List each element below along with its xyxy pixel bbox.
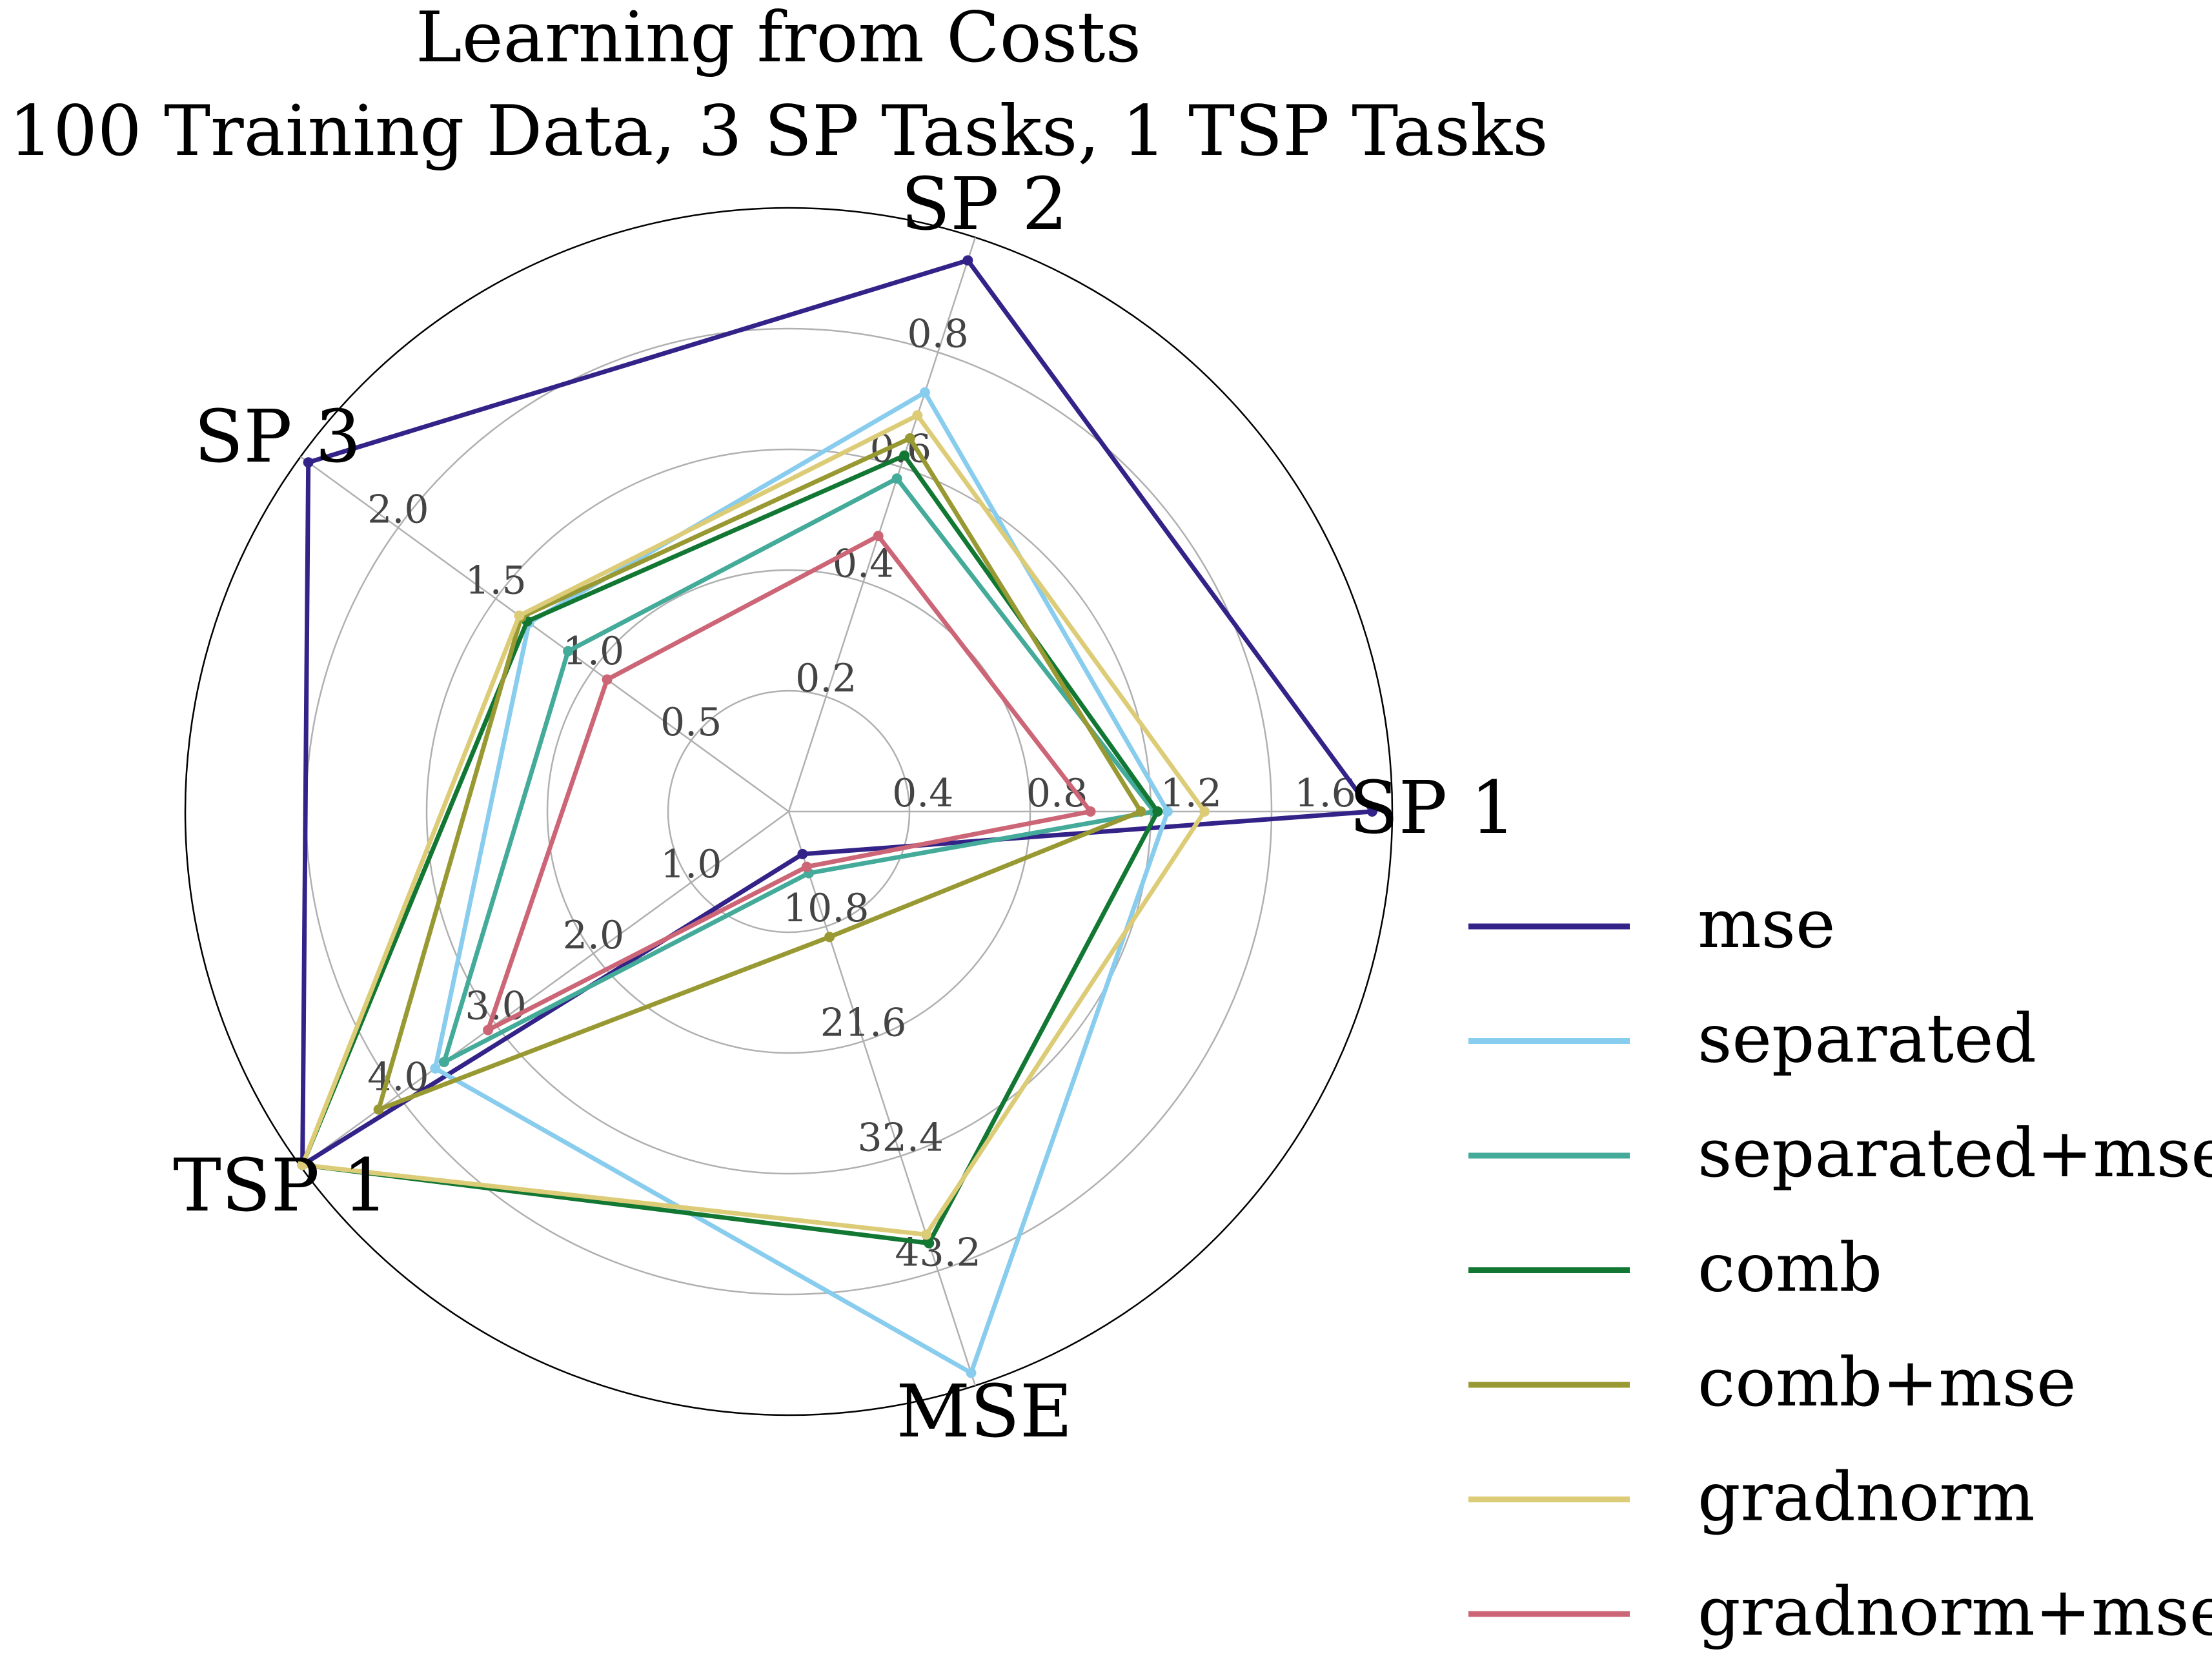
data-point [1085, 806, 1096, 817]
tick-label: 0.4 [833, 541, 894, 586]
axis-label-sp-2: SP 2 [901, 163, 1068, 247]
data-point [824, 932, 835, 943]
spoke-2 [787, 237, 977, 812]
data-point [873, 531, 884, 542]
data-point [373, 1104, 384, 1115]
tick-label: 10.8 [783, 886, 869, 931]
axis-label-mse: MSE [896, 1370, 1072, 1454]
series-line-separated+mse [441, 476, 1157, 1065]
data-point [297, 1159, 308, 1170]
tick-label: 0.5 [660, 700, 722, 745]
tick-label: 43.2 [895, 1230, 981, 1275]
tick-label: 2.0 [563, 913, 624, 958]
tick-label: 21.6 [820, 1001, 907, 1046]
data-point [891, 473, 902, 484]
data-point [1135, 806, 1146, 817]
series-line-separated [432, 390, 1170, 1375]
data-point [1366, 806, 1377, 817]
data-point [303, 457, 314, 468]
data-point [899, 450, 910, 461]
tick-label: 0.2 [795, 656, 857, 701]
legend-label-gradnorm+mse: gradnorm+mse [1698, 1572, 2212, 1651]
legend-label-mse: mse [1698, 884, 1836, 963]
data-point [514, 610, 525, 621]
data-point [1162, 806, 1173, 817]
legend-label-comb: comb [1698, 1229, 1882, 1307]
axis-label-sp-3: SP 3 [194, 395, 361, 479]
data-point [602, 674, 613, 685]
series-line-gradnorm+mse [485, 533, 1093, 1032]
series-line-comb+mse [376, 436, 1143, 1112]
data-point [801, 861, 812, 872]
radar-grid [184, 207, 1394, 1416]
legend-label-gradnorm: gradnorm [1698, 1458, 2035, 1537]
tick-label: 1.0 [660, 842, 722, 887]
chart-title: Learning from Costs [416, 0, 1141, 78]
legend-label-separated: separated [1698, 999, 2036, 1078]
legend: mse separated separated+mse comb comb+mse gra… [1468, 884, 2212, 1651]
axis-label-tsp-1: TSP 1 [173, 1144, 389, 1228]
tick-label: 0.8 [907, 312, 968, 357]
tick-label: 2.0 [367, 487, 429, 532]
data-point [912, 410, 923, 421]
data-point [966, 1367, 977, 1378]
data-point [1152, 806, 1163, 817]
legend-label-separated+mse: separated+mse [1698, 1114, 2212, 1192]
axis-label-sp-1: SP 1 [1349, 766, 1516, 850]
spoke-5 [787, 811, 977, 1386]
data-point [920, 1229, 931, 1240]
radar-axis-labels: SP 1 SP 2 SP 3 TSP 1 MSE [173, 163, 1516, 1454]
data-point [904, 433, 915, 444]
series-line-gradnorm [300, 413, 1207, 1237]
data-point [924, 1238, 935, 1249]
data-point [962, 255, 973, 266]
spoke-3 [299, 456, 789, 813]
data-point [797, 848, 808, 859]
chart-subtitle: 100 Training Data, 3 SP Tasks, 1 TSP Tas… [8, 91, 1548, 172]
tick-label: 32.4 [858, 1116, 944, 1161]
data-point [438, 1057, 449, 1068]
data-point [919, 387, 930, 398]
data-point [430, 1063, 441, 1074]
tick-label: 0.4 [892, 771, 953, 816]
data-point [563, 646, 574, 657]
tick-label: 1.5 [465, 558, 526, 603]
legend-label-comb+mse: comb+mse [1698, 1343, 2076, 1422]
data-point [483, 1025, 494, 1036]
data-point [1199, 806, 1210, 817]
radar-series [297, 255, 1377, 1378]
